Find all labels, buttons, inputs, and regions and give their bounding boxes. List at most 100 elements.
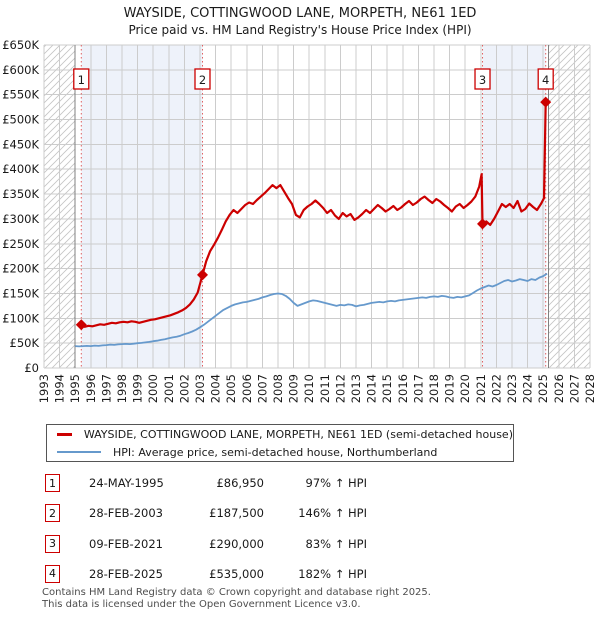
y-axis-tick-label: £650K bbox=[2, 38, 39, 52]
x-axis-tick-label: 2019 bbox=[443, 374, 457, 403]
sale-number-badge: 2 bbox=[45, 504, 60, 523]
hpi-line-swatch bbox=[57, 451, 101, 453]
x-axis-tick-label: 2014 bbox=[365, 374, 379, 403]
chart-legend: WAYSIDE, COTTINGWOOD LANE, MORPETH, NE61… bbox=[46, 424, 514, 462]
sale-number-badge: 3 bbox=[45, 534, 60, 553]
sale-date: 28-FEB-2003 bbox=[89, 506, 163, 521]
x-axis-tick-label: 2012 bbox=[333, 374, 347, 403]
sale-vs-hpi: 146% ↑ HPI bbox=[298, 506, 367, 521]
footer-line-2: This data is licensed under the Open Gov… bbox=[42, 598, 361, 610]
y-axis-tick-label: £250K bbox=[2, 237, 39, 251]
sale-row-4: 4 28-FEB-2025 £535,000 182% ↑ HPI bbox=[45, 564, 367, 584]
x-axis-tick-label: 2005 bbox=[224, 374, 238, 403]
sale-badge-box bbox=[194, 68, 211, 90]
ownership-period-shade bbox=[81, 45, 203, 368]
property-line-swatch bbox=[57, 432, 72, 436]
x-axis-tick-label: 2023 bbox=[505, 374, 519, 403]
x-axis-tick-label: 2018 bbox=[427, 374, 441, 403]
y-axis-tick-label: £0 bbox=[24, 361, 39, 375]
x-axis-tick-label: 2027 bbox=[567, 374, 581, 403]
x-axis-tick-label: 1998 bbox=[115, 374, 129, 403]
x-axis-tick-label: 2006 bbox=[240, 374, 254, 403]
x-axis-tick-label: 1999 bbox=[131, 374, 145, 403]
footer: Contains HM Land Registry data © Crown c… bbox=[42, 587, 582, 610]
x-axis-tick-label: 1997 bbox=[99, 374, 113, 403]
y-axis-tick-label: £50K bbox=[10, 336, 40, 350]
sale-badge-number: 1 bbox=[78, 73, 85, 87]
y-axis-tick-label: £150K bbox=[2, 286, 39, 300]
x-axis-tick-label: 2020 bbox=[458, 374, 472, 403]
sale-badge-box bbox=[73, 68, 90, 90]
hpi-series-line bbox=[75, 272, 548, 348]
sale-price: £86,950 bbox=[216, 476, 264, 490]
sale-badge-number: 3 bbox=[479, 73, 486, 87]
x-axis-tick-label: 2008 bbox=[271, 374, 285, 403]
y-axis-tick-label: £350K bbox=[2, 187, 39, 201]
x-axis-tick-label: 2007 bbox=[255, 374, 269, 403]
x-axis-tick-label: 2015 bbox=[380, 374, 394, 403]
y-axis-tick-label: £100K bbox=[2, 311, 39, 325]
sale-marker-diamond bbox=[196, 269, 208, 281]
sale-badge-box bbox=[537, 68, 554, 90]
x-axis-tick-label: 1994 bbox=[53, 374, 67, 403]
sale-marker-diamond bbox=[540, 96, 552, 108]
x-axis-tick-label: 2009 bbox=[287, 374, 301, 403]
x-axis-tick-label: 2017 bbox=[411, 374, 425, 403]
no-data-hatch bbox=[548, 45, 590, 368]
x-axis-tick-label: 2024 bbox=[521, 374, 535, 403]
x-axis-tick-label: 2003 bbox=[193, 374, 207, 403]
sale-row-2: 2 28-FEB-2003 £187,500 146% ↑ HPI bbox=[45, 503, 367, 523]
x-axis-tick-label: 2011 bbox=[318, 374, 332, 403]
x-axis-tick-label: 2022 bbox=[489, 374, 503, 403]
y-axis-tick-label: £500K bbox=[2, 113, 39, 127]
sale-number-badge: 1 bbox=[45, 474, 60, 492]
legend-item-property: WAYSIDE, COTTINGWOOD LANE, MORPETH, NE61… bbox=[47, 427, 513, 442]
sale-badge-number: 2 bbox=[199, 73, 206, 87]
legend-label-property: WAYSIDE, COTTINGWOOD LANE, MORPETH, NE61… bbox=[83, 427, 513, 441]
x-axis-tick-label: 2013 bbox=[349, 374, 363, 403]
x-axis-tick-label: 1995 bbox=[68, 374, 82, 403]
chart-title: WAYSIDE, COTTINGWOOD LANE, MORPETH, NE61… bbox=[123, 6, 477, 21]
x-axis-tick-label: 1996 bbox=[84, 374, 98, 403]
sale-price: £535,000 bbox=[209, 566, 264, 581]
x-axis-tick-label: 2016 bbox=[396, 374, 410, 403]
x-axis-tick-label: 1993 bbox=[37, 374, 51, 403]
sale-date: 24-MAY-1995 bbox=[89, 476, 164, 490]
x-axis-tick-label: 2001 bbox=[162, 374, 176, 403]
y-axis-tick-label: £600K bbox=[2, 63, 39, 77]
sale-row-1: 1 24-MAY-1995 £86,950 97% ↑ HPI bbox=[45, 473, 367, 493]
legend-label-hpi: HPI: Average price, semi-detached house,… bbox=[113, 445, 438, 459]
sale-date: 28-FEB-2025 bbox=[89, 566, 163, 581]
sale-number-badge: 4 bbox=[45, 564, 60, 583]
x-axis-tick-label: 2026 bbox=[552, 374, 566, 403]
sale-date: 09-FEB-2021 bbox=[89, 536, 163, 551]
sale-row-3: 3 09-FEB-2021 £290,000 83% ↑ HPI bbox=[45, 534, 367, 554]
y-axis-tick-label: £550K bbox=[2, 88, 39, 102]
x-axis-tick-label: 2010 bbox=[302, 374, 316, 403]
sale-vs-hpi: 182% ↑ HPI bbox=[298, 566, 367, 581]
x-axis-tick-label: 2025 bbox=[536, 374, 550, 403]
x-axis-tick-label: 2028 bbox=[583, 374, 597, 403]
sale-vs-hpi: 97% ↑ HPI bbox=[305, 476, 367, 490]
price-chart: £0 £50K £100K £150K £200K £250K £300K £350K £400… bbox=[2, 38, 597, 403]
sale-vs-hpi: 83% ↑ HPI bbox=[305, 536, 367, 551]
sale-price: £290,000 bbox=[209, 536, 264, 551]
legend-item-hpi: HPI: Average price, semi-detached house,… bbox=[47, 445, 513, 460]
title-block: WAYSIDE, COTTINGWOOD LANE, MORPETH, NE61… bbox=[0, 5, 600, 38]
sale-price: £187,500 bbox=[209, 506, 264, 521]
y-axis-tick-label: £400K bbox=[2, 162, 39, 176]
y-axis-tick-label: £450K bbox=[2, 137, 39, 151]
x-axis-tick-label: 2000 bbox=[146, 374, 160, 403]
x-axis-tick-label: 2021 bbox=[474, 374, 488, 403]
sale-badge-box bbox=[474, 68, 491, 90]
x-axis-tick-label: 2004 bbox=[209, 374, 223, 403]
sale-marker-diamond bbox=[477, 218, 489, 230]
y-axis-tick-label: £200K bbox=[2, 262, 39, 276]
y-axis-tick-label: £300K bbox=[2, 212, 39, 226]
sale-marker-diamond bbox=[75, 319, 87, 331]
chart-subtitle: Price paid vs. HM Land Registry's House … bbox=[128, 23, 472, 37]
footer-line-1: Contains HM Land Registry data © Crown c… bbox=[42, 587, 431, 598]
property-series-line bbox=[80, 102, 547, 328]
sale-badge-number: 4 bbox=[542, 73, 549, 87]
